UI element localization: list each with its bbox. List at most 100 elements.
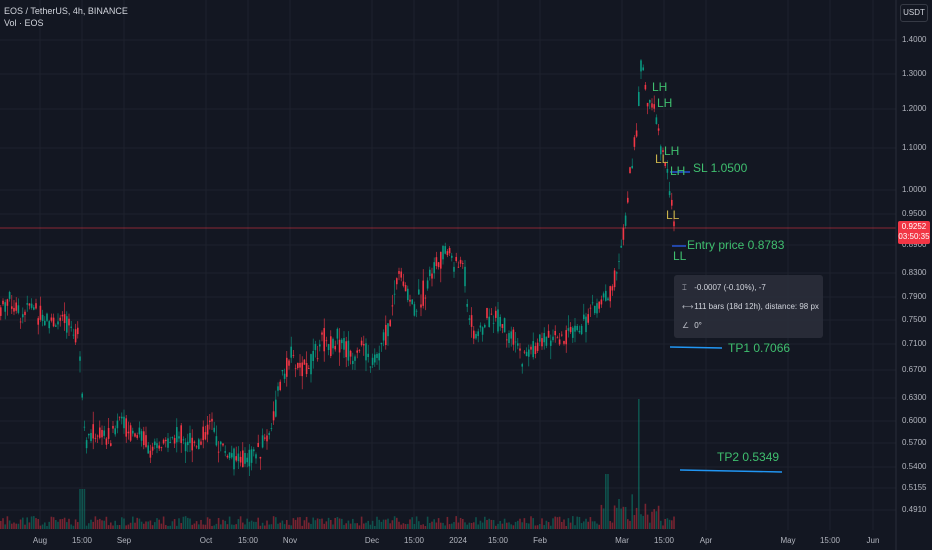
candle-body (349, 350, 352, 357)
label-lh-1[interactable]: LH (652, 80, 668, 94)
volume-bar (301, 525, 303, 529)
label-ll-1[interactable]: LL (655, 152, 669, 166)
candle-body (277, 386, 279, 391)
volume-bar (488, 518, 490, 529)
candle-body (17, 305, 20, 313)
candle-body (19, 321, 22, 323)
volume-bar (457, 522, 460, 529)
label-lh-4[interactable]: LH (670, 164, 686, 178)
label-ll-3[interactable]: LL (673, 249, 687, 263)
volume-bar (323, 523, 325, 529)
candle-body (455, 256, 457, 261)
volume-bar (358, 525, 361, 529)
candle-body (158, 445, 160, 449)
volume-bar (558, 516, 561, 529)
candle-body (396, 278, 398, 285)
candle-body (580, 325, 583, 335)
volume-bar (616, 507, 618, 529)
candle-body (492, 322, 495, 324)
candle-body (360, 340, 363, 346)
volume-bar (530, 516, 532, 529)
price-tick-label: 1.2000 (902, 104, 927, 113)
volume-bar (187, 517, 189, 529)
volume-bar (341, 518, 343, 529)
volume-bar (250, 520, 253, 529)
volume-bar (396, 517, 398, 529)
candle-body (138, 427, 141, 435)
volume-bar (30, 516, 33, 529)
volume-bar (660, 520, 662, 529)
candle-body (169, 441, 171, 444)
volume-legend[interactable]: Vol · EOS (4, 18, 44, 28)
price-tick-label: 0.5155 (902, 483, 927, 492)
volume-bar (433, 519, 435, 529)
label-ll-2[interactable]: LL (666, 208, 680, 222)
label-lh-2[interactable]: LH (657, 96, 673, 110)
volume-bar (325, 521, 328, 529)
volume-bar (290, 525, 292, 529)
volume-bar (587, 521, 589, 529)
candle-body (13, 307, 15, 312)
candle-body (470, 315, 473, 327)
label-tp1[interactable]: TP1 0.7066 (728, 341, 791, 355)
label-sl[interactable]: SL 1.0500 (693, 161, 748, 175)
time-tick-label: 15:00 (487, 536, 509, 545)
volume-bar (264, 525, 266, 529)
time-tick-label: Apr (699, 536, 713, 545)
volume-bar (657, 505, 660, 529)
volume-bar (239, 516, 242, 529)
volume-bar (347, 520, 350, 529)
volume-bar (378, 519, 380, 529)
volume-bar (607, 474, 609, 529)
volume-bar (536, 525, 539, 529)
candle-body (165, 439, 167, 442)
volume-bar (440, 522, 442, 529)
candle-body (464, 266, 466, 287)
candle-body (569, 326, 572, 333)
candle-body (264, 437, 266, 439)
candle-body (149, 450, 152, 458)
candle-body (59, 317, 61, 321)
candle-body (609, 286, 611, 302)
candle-body (409, 299, 411, 302)
candle-body (429, 269, 431, 277)
volume-bar (407, 523, 409, 529)
volume-bar (545, 520, 548, 529)
volume-bar (257, 517, 259, 529)
label-entry[interactable]: Entry price 0.8783 (687, 238, 785, 252)
candle-body (74, 329, 77, 343)
label-tp2[interactable]: TP2 0.5349 (717, 450, 780, 464)
price-tick-label: 0.4910 (902, 505, 927, 514)
candle-body (488, 316, 490, 328)
volume-bar (343, 524, 345, 529)
candle-body (453, 266, 455, 272)
candle-body (400, 271, 402, 278)
volume-bar (448, 524, 451, 529)
volume-bar (222, 519, 224, 529)
candle-body (259, 456, 262, 459)
volume-bar (352, 518, 354, 529)
volume-bar (114, 520, 116, 529)
candle-body (187, 441, 189, 446)
volume-bar (666, 518, 669, 529)
volume-bar (55, 519, 57, 529)
symbol-title[interactable]: EOS / TetherUS, 4h, BINANCE (4, 6, 128, 16)
volume-bar (81, 489, 83, 529)
volume-bar (506, 522, 508, 529)
price-tick-label: 0.8900 (902, 240, 927, 249)
currency-button[interactable]: USDT (900, 4, 928, 22)
volume-bar (492, 520, 495, 529)
volume-bar (286, 519, 288, 529)
label-lh-3[interactable]: LH (664, 144, 680, 158)
candle-body (528, 349, 530, 357)
volume-bar (246, 518, 248, 529)
volume-bar (576, 516, 578, 529)
volume-bar (103, 520, 105, 529)
volume-bar (68, 518, 70, 529)
time-tick-label: Feb (533, 536, 547, 545)
volume-bar (646, 514, 649, 529)
volume-bar (422, 524, 424, 529)
volume-bar (556, 517, 559, 529)
candle-body (583, 314, 585, 320)
